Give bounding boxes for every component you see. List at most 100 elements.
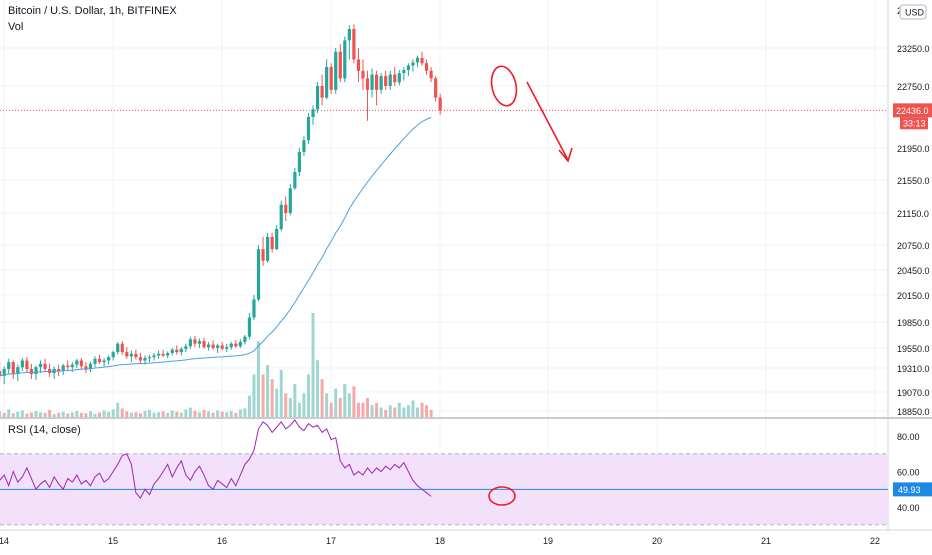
volume-bar <box>279 369 283 417</box>
trend-arrow-shaft <box>526 81 569 161</box>
candle-body <box>156 353 161 356</box>
candle-body <box>434 78 438 98</box>
volume-bar <box>275 388 279 417</box>
candle-body <box>365 78 370 90</box>
price-tick-label: 23250.0 <box>897 44 930 54</box>
candle-body <box>288 188 292 213</box>
candle-body <box>220 345 224 349</box>
candle-body <box>34 367 38 374</box>
volume-bar <box>347 393 351 417</box>
volume-bar <box>111 409 115 417</box>
candle-body <box>88 363 93 369</box>
candle-body <box>125 352 129 357</box>
volume-bar <box>75 410 79 417</box>
volume-bar <box>415 407 419 417</box>
volume-bar <box>125 411 129 417</box>
volume-bar <box>207 411 211 417</box>
candle-body <box>265 237 270 261</box>
volume-bar <box>247 395 251 417</box>
candle-body <box>75 360 79 365</box>
volume-bar <box>184 409 188 417</box>
candle-body <box>370 74 374 90</box>
candle-body <box>84 366 88 369</box>
volume-bar <box>320 379 324 417</box>
price-tick-label: 20150.0 <box>897 291 930 301</box>
volume-bar <box>261 374 265 417</box>
candle-body <box>184 346 188 349</box>
time-label: 21 <box>761 536 771 546</box>
volume-bar <box>406 405 410 417</box>
candle-body <box>247 317 252 337</box>
currency-badge: USD <box>905 8 925 18</box>
volume-bar <box>29 412 33 417</box>
volume-bar <box>325 393 329 417</box>
volume-bar <box>52 414 56 417</box>
volume-bar <box>356 402 360 417</box>
volume-bar <box>175 411 179 417</box>
candle-body <box>406 65 410 71</box>
candle-body <box>70 364 74 368</box>
candle-body <box>175 349 179 353</box>
candle-body <box>193 339 197 344</box>
volume-bar <box>216 410 220 417</box>
rsi-current-box <box>893 482 932 497</box>
volume-bar <box>316 360 320 417</box>
volume-bar <box>16 411 20 417</box>
volume-bar <box>288 398 292 417</box>
volume-bar <box>157 412 161 417</box>
candle-body <box>66 365 70 368</box>
volume-bar <box>43 412 47 417</box>
volume-bars <box>0 313 433 417</box>
candle-body <box>393 74 397 83</box>
rsi-circle <box>488 486 516 506</box>
candle-body <box>329 67 333 90</box>
volume-label: Vol <box>8 21 24 33</box>
volume-bar <box>243 408 247 417</box>
volume-bar <box>197 412 201 417</box>
candle-body <box>11 362 15 374</box>
price-tick-label: 19070.0 <box>897 388 930 398</box>
candle-body <box>343 40 347 79</box>
candle-body <box>216 345 220 348</box>
candle-body <box>97 358 102 363</box>
candle-body <box>243 336 247 342</box>
rsi-tick-label: 40.00 <box>897 503 920 513</box>
candle-body <box>61 365 65 371</box>
volume-bar <box>257 341 261 417</box>
volume-bar <box>361 402 365 417</box>
chart-title: Bitcoin / U.S. Dollar, 1h, BITFINEX <box>8 5 177 17</box>
volume-bar <box>138 413 142 417</box>
volume-bar <box>134 412 138 417</box>
volume-bar <box>25 413 29 417</box>
volume-bar <box>39 412 43 417</box>
candle-body <box>225 347 229 349</box>
volume-bar <box>252 374 256 417</box>
volume-bar <box>102 410 106 417</box>
candle-body <box>320 86 324 98</box>
volume-bar <box>429 409 433 417</box>
rsi-tick-label: 80.00 <box>897 432 920 442</box>
candle-body <box>43 363 47 369</box>
volume-bar <box>2 412 6 417</box>
candle-body <box>234 343 238 347</box>
volume-bar <box>70 412 74 417</box>
candle-body <box>415 57 420 63</box>
candle-body <box>311 109 315 117</box>
candle-body <box>252 299 256 318</box>
last-price-box <box>893 103 932 118</box>
volume-bar <box>193 410 197 417</box>
price-tick-label: 19310.0 <box>897 364 930 374</box>
volume-bar <box>266 365 270 417</box>
moving-average <box>0 116 432 377</box>
candle-body <box>38 363 43 368</box>
candle-body <box>325 67 329 98</box>
candle-body <box>420 57 424 64</box>
volume-bar <box>161 411 165 417</box>
volume-bar <box>366 398 370 417</box>
volume-bar <box>297 402 301 417</box>
candle-body <box>16 367 20 374</box>
volume-bar <box>402 407 406 417</box>
candle-body <box>338 51 342 79</box>
